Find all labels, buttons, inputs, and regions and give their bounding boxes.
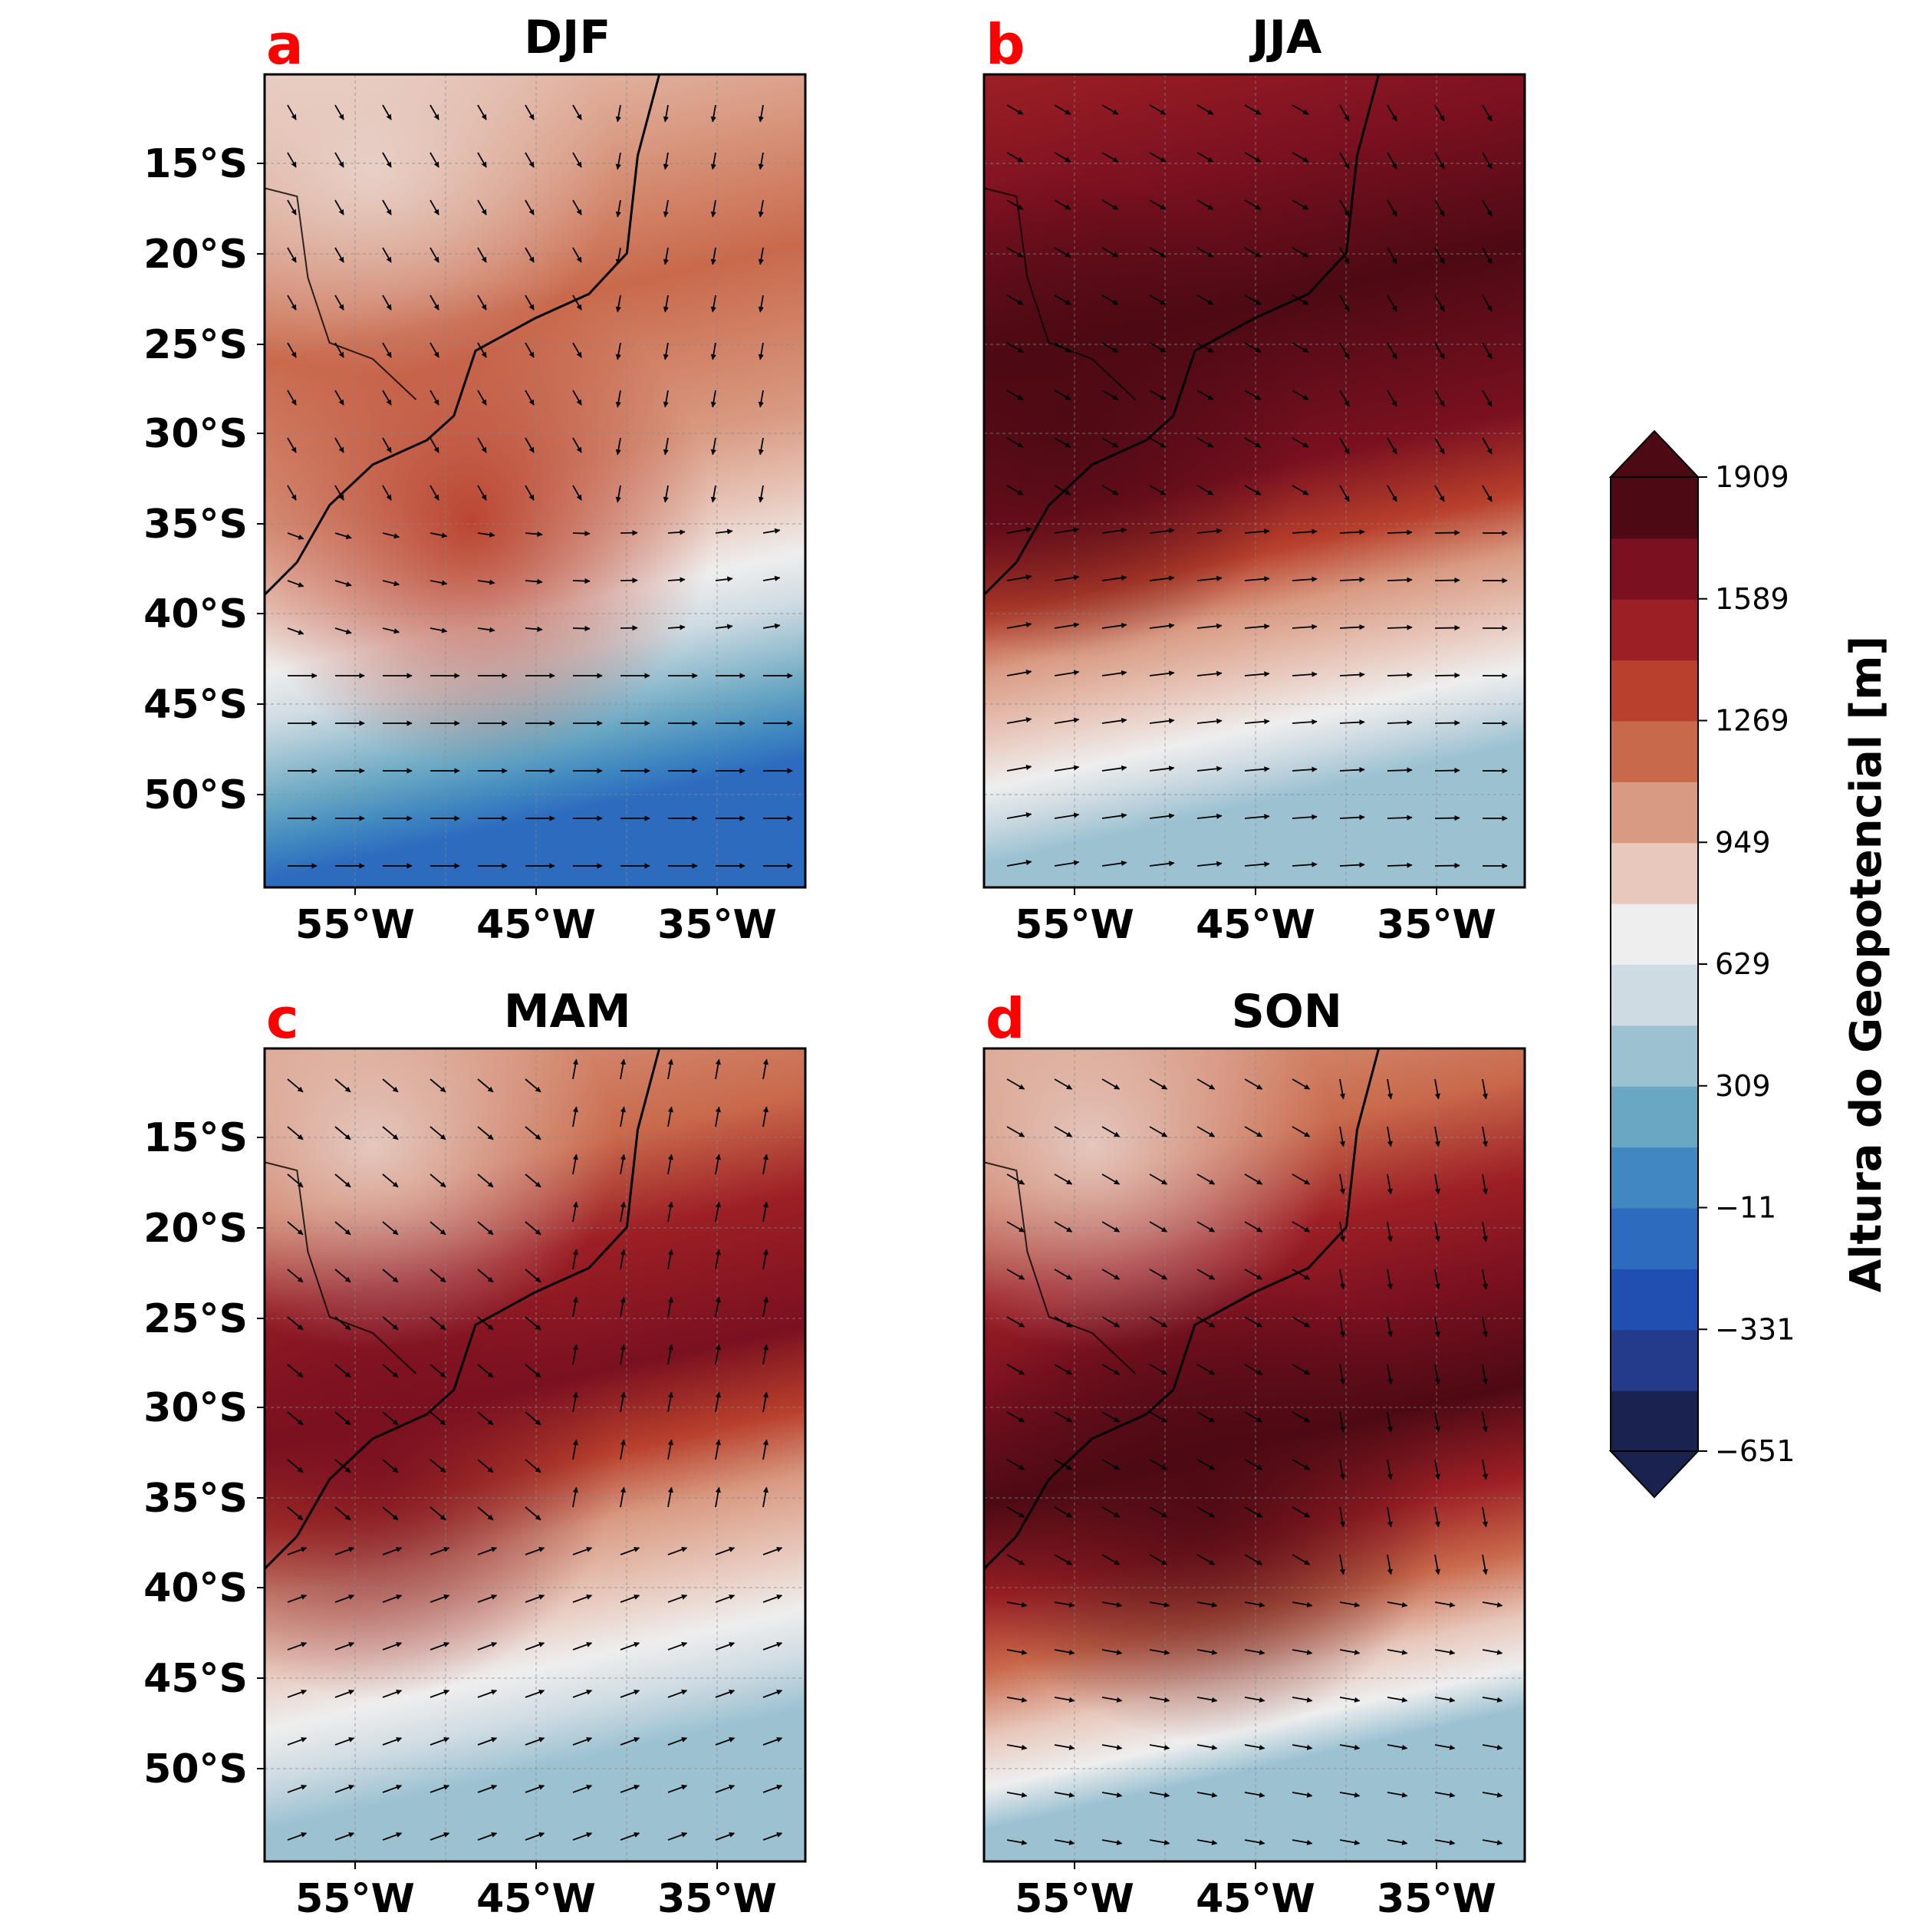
map-frame <box>982 73 1526 889</box>
wind-vectors <box>287 1058 783 1841</box>
colorbar-tick-label: 1909 <box>1715 460 1789 494</box>
colorbar-segment <box>1611 1390 1698 1452</box>
country-border <box>265 187 417 400</box>
geopotential-field <box>265 1048 805 1861</box>
colorbar-segment <box>1611 903 1698 965</box>
lat-tick-label: 20°S <box>143 232 248 278</box>
lat-tick-label: 15°S <box>143 1115 248 1161</box>
colorbar-tick-label: −331 <box>1715 1312 1795 1346</box>
lon-tick-label: 35°W <box>657 1876 777 1922</box>
colorbar-segment <box>1611 720 1698 782</box>
colorbar-tick-label: 1589 <box>1715 582 1789 616</box>
lat-tick-label: 15°S <box>143 141 248 187</box>
lon-tick-label: 55°W <box>295 1876 415 1922</box>
panel-letter: b <box>986 12 1025 77</box>
panel-title: SON <box>1232 985 1342 1038</box>
geopotential-field <box>984 1048 1525 1861</box>
colorbar-segment <box>1611 842 1698 904</box>
geopotential-field <box>265 74 805 887</box>
colorbar-segment <box>1611 477 1698 539</box>
country-border <box>265 1161 417 1374</box>
map-panel-d: d SON 55°W 45°W 35°W <box>982 985 1526 1922</box>
colorbar-segment <box>1611 1085 1698 1148</box>
panel-letter: c <box>266 986 299 1051</box>
wind-vectors <box>287 104 793 869</box>
colorbar-tick-label: 309 <box>1715 1069 1771 1103</box>
panel-letter: d <box>986 986 1025 1051</box>
map-panel-b: b JJA 55°W 45°W 35°W <box>982 11 1526 948</box>
colorbar-tick-label: 1269 <box>1715 704 1789 738</box>
lat-tick-label: 50°S <box>143 1746 248 1792</box>
geopotential-field <box>984 74 1525 887</box>
coastline <box>984 74 1381 596</box>
colorbar-tick-label: −651 <box>1715 1434 1795 1468</box>
lon-tick-label: 55°W <box>295 902 415 948</box>
lat-tick-label: 25°S <box>143 1296 248 1342</box>
colorbar-segment <box>1611 1268 1698 1331</box>
colorbar-extend-max <box>1608 430 1700 478</box>
lon-tick-label: 55°W <box>1015 1876 1134 1922</box>
colorbar-tick-label: −11 <box>1715 1191 1776 1225</box>
colorbar-segment <box>1611 781 1698 844</box>
coastline <box>265 74 661 596</box>
country-border <box>984 187 1137 400</box>
colorbar-tick-label: 629 <box>1715 947 1771 981</box>
colorbar-segment <box>1611 1147 1698 1209</box>
lon-tick-label: 35°W <box>1377 902 1496 948</box>
country-border <box>984 1161 1137 1374</box>
lon-tick-label: 45°W <box>1196 902 1315 948</box>
lat-tick-label: 40°S <box>143 591 248 637</box>
lat-tick-label: 50°S <box>143 772 248 818</box>
coastline <box>984 1048 1381 1570</box>
lat-tick-label: 30°S <box>143 1385 248 1431</box>
wind-vectors <box>1006 104 1508 869</box>
coastline <box>265 1048 661 1570</box>
map-panel-a: a DJF 15°S 20°S 25°S 30°S 35°S 40°S 45°S 50°S 55°W… <box>143 11 807 948</box>
map-frame <box>982 1047 1526 1863</box>
map-frame <box>263 1047 807 1863</box>
wind-vectors <box>1006 1078 1503 1845</box>
map-panel-c: c MAM 15°S 20°S 25°S 30°S 35°S 40°S 45°S 50°S 55°W… <box>143 985 807 1922</box>
lat-tick-label: 35°S <box>143 502 248 548</box>
colorbar-tick-label: 949 <box>1715 825 1771 859</box>
panel-title: JJA <box>1249 11 1322 64</box>
panel-letter: a <box>266 12 304 77</box>
lat-tick-label: 20°S <box>143 1206 248 1252</box>
colorbar-extend-min <box>1608 1450 1700 1499</box>
colorbar-segment <box>1611 1329 1698 1391</box>
colorbar: 1909 1589 1269 949 629 309 −11 −331 −651 Altura d… <box>1608 430 1891 1499</box>
lon-tick-label: 35°W <box>657 902 777 948</box>
lon-tick-label: 35°W <box>1377 1876 1496 1922</box>
lon-tick-label: 45°W <box>1196 1876 1315 1922</box>
lat-tick-label: 40°S <box>143 1565 248 1611</box>
colorbar-segment <box>1611 1207 1698 1269</box>
colorbar-segment <box>1611 1025 1698 1087</box>
lon-tick-label: 45°W <box>476 902 596 948</box>
lat-tick-label: 45°S <box>143 1656 248 1702</box>
panel-title: MAM <box>504 985 631 1038</box>
lat-tick-label: 25°S <box>143 322 248 368</box>
lat-tick-label: 45°S <box>143 682 248 728</box>
colorbar-label: Altura do Geopotencial [m] <box>1841 636 1891 1292</box>
panel-title: DJF <box>524 11 611 64</box>
lat-tick-label: 30°S <box>143 411 248 457</box>
map-frame <box>263 73 807 889</box>
colorbar-segment <box>1611 538 1698 600</box>
lon-tick-label: 55°W <box>1015 902 1134 948</box>
colorbar-segment <box>1611 660 1698 722</box>
lat-tick-label: 35°S <box>143 1476 248 1522</box>
colorbar-segment <box>1611 964 1698 1026</box>
lon-tick-label: 45°W <box>476 1876 596 1922</box>
colorbar-segment <box>1611 598 1698 661</box>
